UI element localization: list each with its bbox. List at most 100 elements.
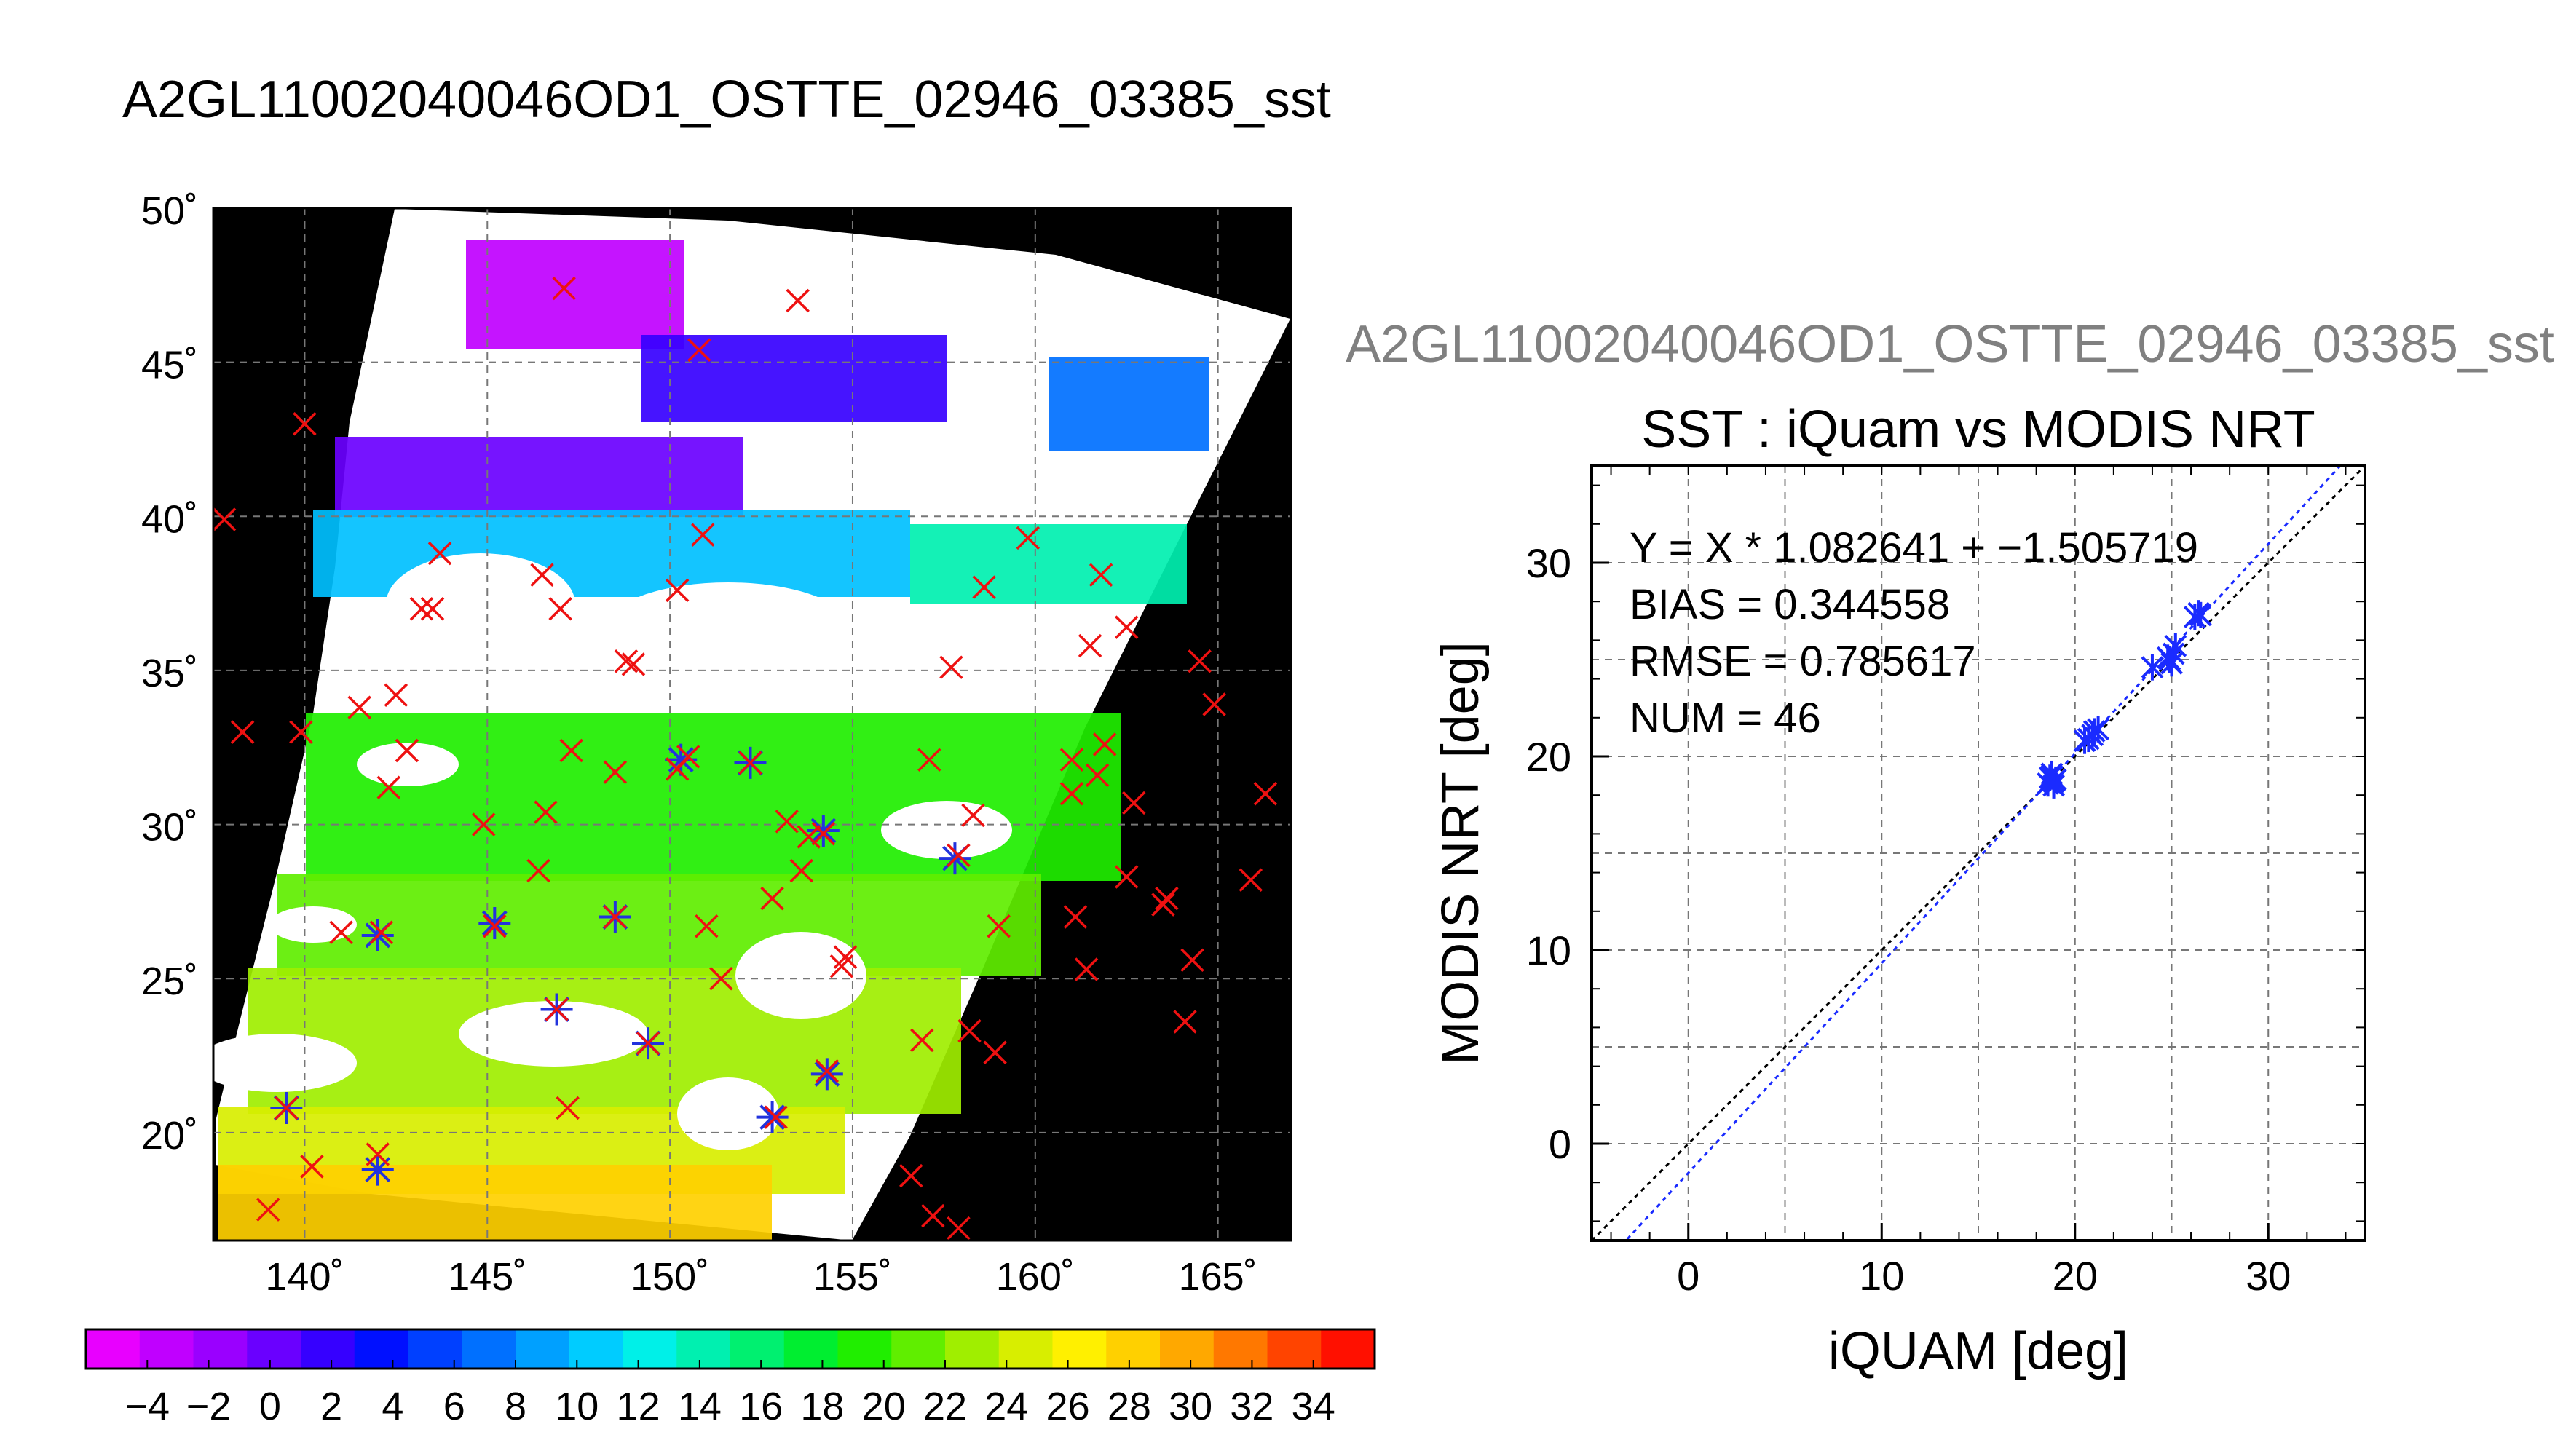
lon-tick-label: 140˚: [265, 1255, 344, 1299]
cloud-gap: [357, 743, 459, 786]
colorbar-tick-label: 8: [505, 1385, 526, 1428]
map-marker-red: [329, 920, 353, 944]
map-marker-red: [687, 338, 711, 362]
map-marker-red: [987, 914, 1011, 938]
map-marker-red: [1059, 782, 1084, 806]
map-marker-red: [760, 886, 784, 911]
colorbar-swatch: [1160, 1329, 1215, 1369]
map-marker-red: [1089, 563, 1113, 587]
map-grid: [213, 208, 1291, 1241]
colorbar-swatch: [837, 1329, 892, 1369]
map-marker-red: [603, 905, 628, 929]
map-marker-red: [738, 751, 762, 775]
colorbar: [84, 1328, 1376, 1370]
colorbar-swatch: [569, 1329, 624, 1369]
map-marker-red: [376, 775, 401, 800]
lon-tick-labels: 140˚ 145˚ 150˚ 155˚ 160˚ 165˚: [265, 1255, 1257, 1299]
map-marker-red: [409, 597, 434, 621]
map-marker-blue: [361, 1153, 394, 1186]
map-marker-red: [552, 276, 576, 301]
map-marker-red: [526, 858, 550, 883]
map-marker-red: [614, 649, 639, 673]
lat-tick-label: 25˚: [141, 960, 198, 1003]
sst-band-subarctic-east: [1049, 357, 1209, 451]
map-marker-red: [384, 683, 408, 708]
map-marker-red: [1122, 791, 1146, 815]
map-marker-red: [695, 914, 719, 938]
map-marker-red: [665, 578, 690, 603]
map-marker-red: [293, 412, 317, 436]
sst-band-east: [910, 524, 1187, 604]
colorbar-tick-label: 18: [800, 1385, 844, 1428]
map-marker-red: [957, 1018, 982, 1043]
colorbar-frame: [84, 1328, 1376, 1370]
map-marker-red: [636, 1031, 660, 1056]
sst-band-okhotsk: [466, 240, 684, 349]
colorbar-tick-label: 26: [1046, 1385, 1090, 1428]
map-marker-red: [1085, 763, 1110, 788]
lon-tick-label: 145˚: [448, 1255, 526, 1299]
colorbar-swatch: [623, 1329, 677, 1369]
colorbar-tick-label: 6: [443, 1385, 465, 1428]
map-marker-red: [369, 920, 394, 944]
map-marker-red: [420, 597, 445, 621]
map-marker-red: [472, 812, 496, 836]
colorbar-tick-label: 16: [739, 1385, 783, 1428]
colorbar-tick-label: 24: [984, 1385, 1028, 1428]
map-marker-red: [1063, 905, 1088, 929]
map-marker-red: [1059, 748, 1084, 772]
map-marker-red: [789, 858, 813, 883]
map-marker-red: [983, 1040, 1007, 1065]
map-marker-red: [815, 1059, 840, 1083]
map-marker-red: [427, 541, 452, 566]
colorbar-swatch: [783, 1329, 839, 1369]
lat-tick-labels: 50˚ 45˚ 40˚ 35˚ 30˚ 25˚ 20˚: [141, 189, 198, 1158]
map-marker-red: [395, 738, 419, 763]
map-marker-red: [1202, 692, 1226, 716]
lon-tick-label: 160˚: [996, 1255, 1075, 1299]
map-marker-red: [534, 800, 558, 824]
map-marker-blue: [756, 1101, 789, 1133]
cloud-gap: [735, 932, 866, 1019]
map-marker-red: [676, 745, 700, 769]
colorbar-swatch: [86, 1329, 141, 1369]
map-marker-red: [947, 843, 971, 868]
colorbar-tick-label: 28: [1107, 1385, 1151, 1428]
cloud-gaps: [213, 553, 1012, 1150]
cloud-gap: [213, 1034, 357, 1092]
map-marker-red: [1074, 957, 1099, 981]
map-marker-red: [1016, 526, 1040, 550]
lat-tick-label: 30˚: [141, 806, 198, 850]
colorbar-swatch: [676, 1329, 731, 1369]
colorbar-tick-label: 32: [1230, 1385, 1273, 1428]
map-marker-red: [603, 760, 628, 784]
map-marker-red: [709, 966, 733, 991]
colorbar-swatch: [1321, 1329, 1375, 1369]
lon-tick-label: 150˚: [631, 1255, 709, 1299]
map-marker-red: [545, 997, 569, 1021]
colorbar-swatch: [516, 1329, 570, 1369]
map-marker-red: [764, 1105, 788, 1129]
lat-tick-label: 35˚: [141, 652, 198, 695]
main-title: A2GL11002040046OD1_OSTTE_02946_03385_sst: [122, 71, 1331, 129]
map-marker-red: [300, 1155, 324, 1179]
colorbar-swatch: [945, 1329, 1000, 1369]
lat-tick-label: 20˚: [141, 1114, 198, 1158]
map-frame: [212, 207, 1292, 1242]
colorbar-tick-label: 12: [617, 1385, 660, 1428]
cloud-gap: [677, 1077, 779, 1150]
map-marker-red: [213, 507, 237, 531]
colorbar-tick-label: 14: [678, 1385, 722, 1428]
colorbar-swatch: [730, 1329, 785, 1369]
colorbar-tick-label: 4: [382, 1385, 403, 1428]
colorbar-swatch: [247, 1329, 301, 1369]
colorbar-swatch: [1213, 1329, 1268, 1369]
map-marker-red: [559, 738, 583, 763]
map-marker-red: [797, 825, 821, 849]
colorbar-tick-label: −2: [186, 1385, 232, 1428]
colorbar-tick-label: −4: [125, 1385, 170, 1428]
map-marker-red: [1114, 615, 1139, 639]
colorbar-swatch: [408, 1329, 462, 1369]
map-marker-red: [1239, 868, 1263, 892]
map-marker-blue: [807, 815, 840, 847]
